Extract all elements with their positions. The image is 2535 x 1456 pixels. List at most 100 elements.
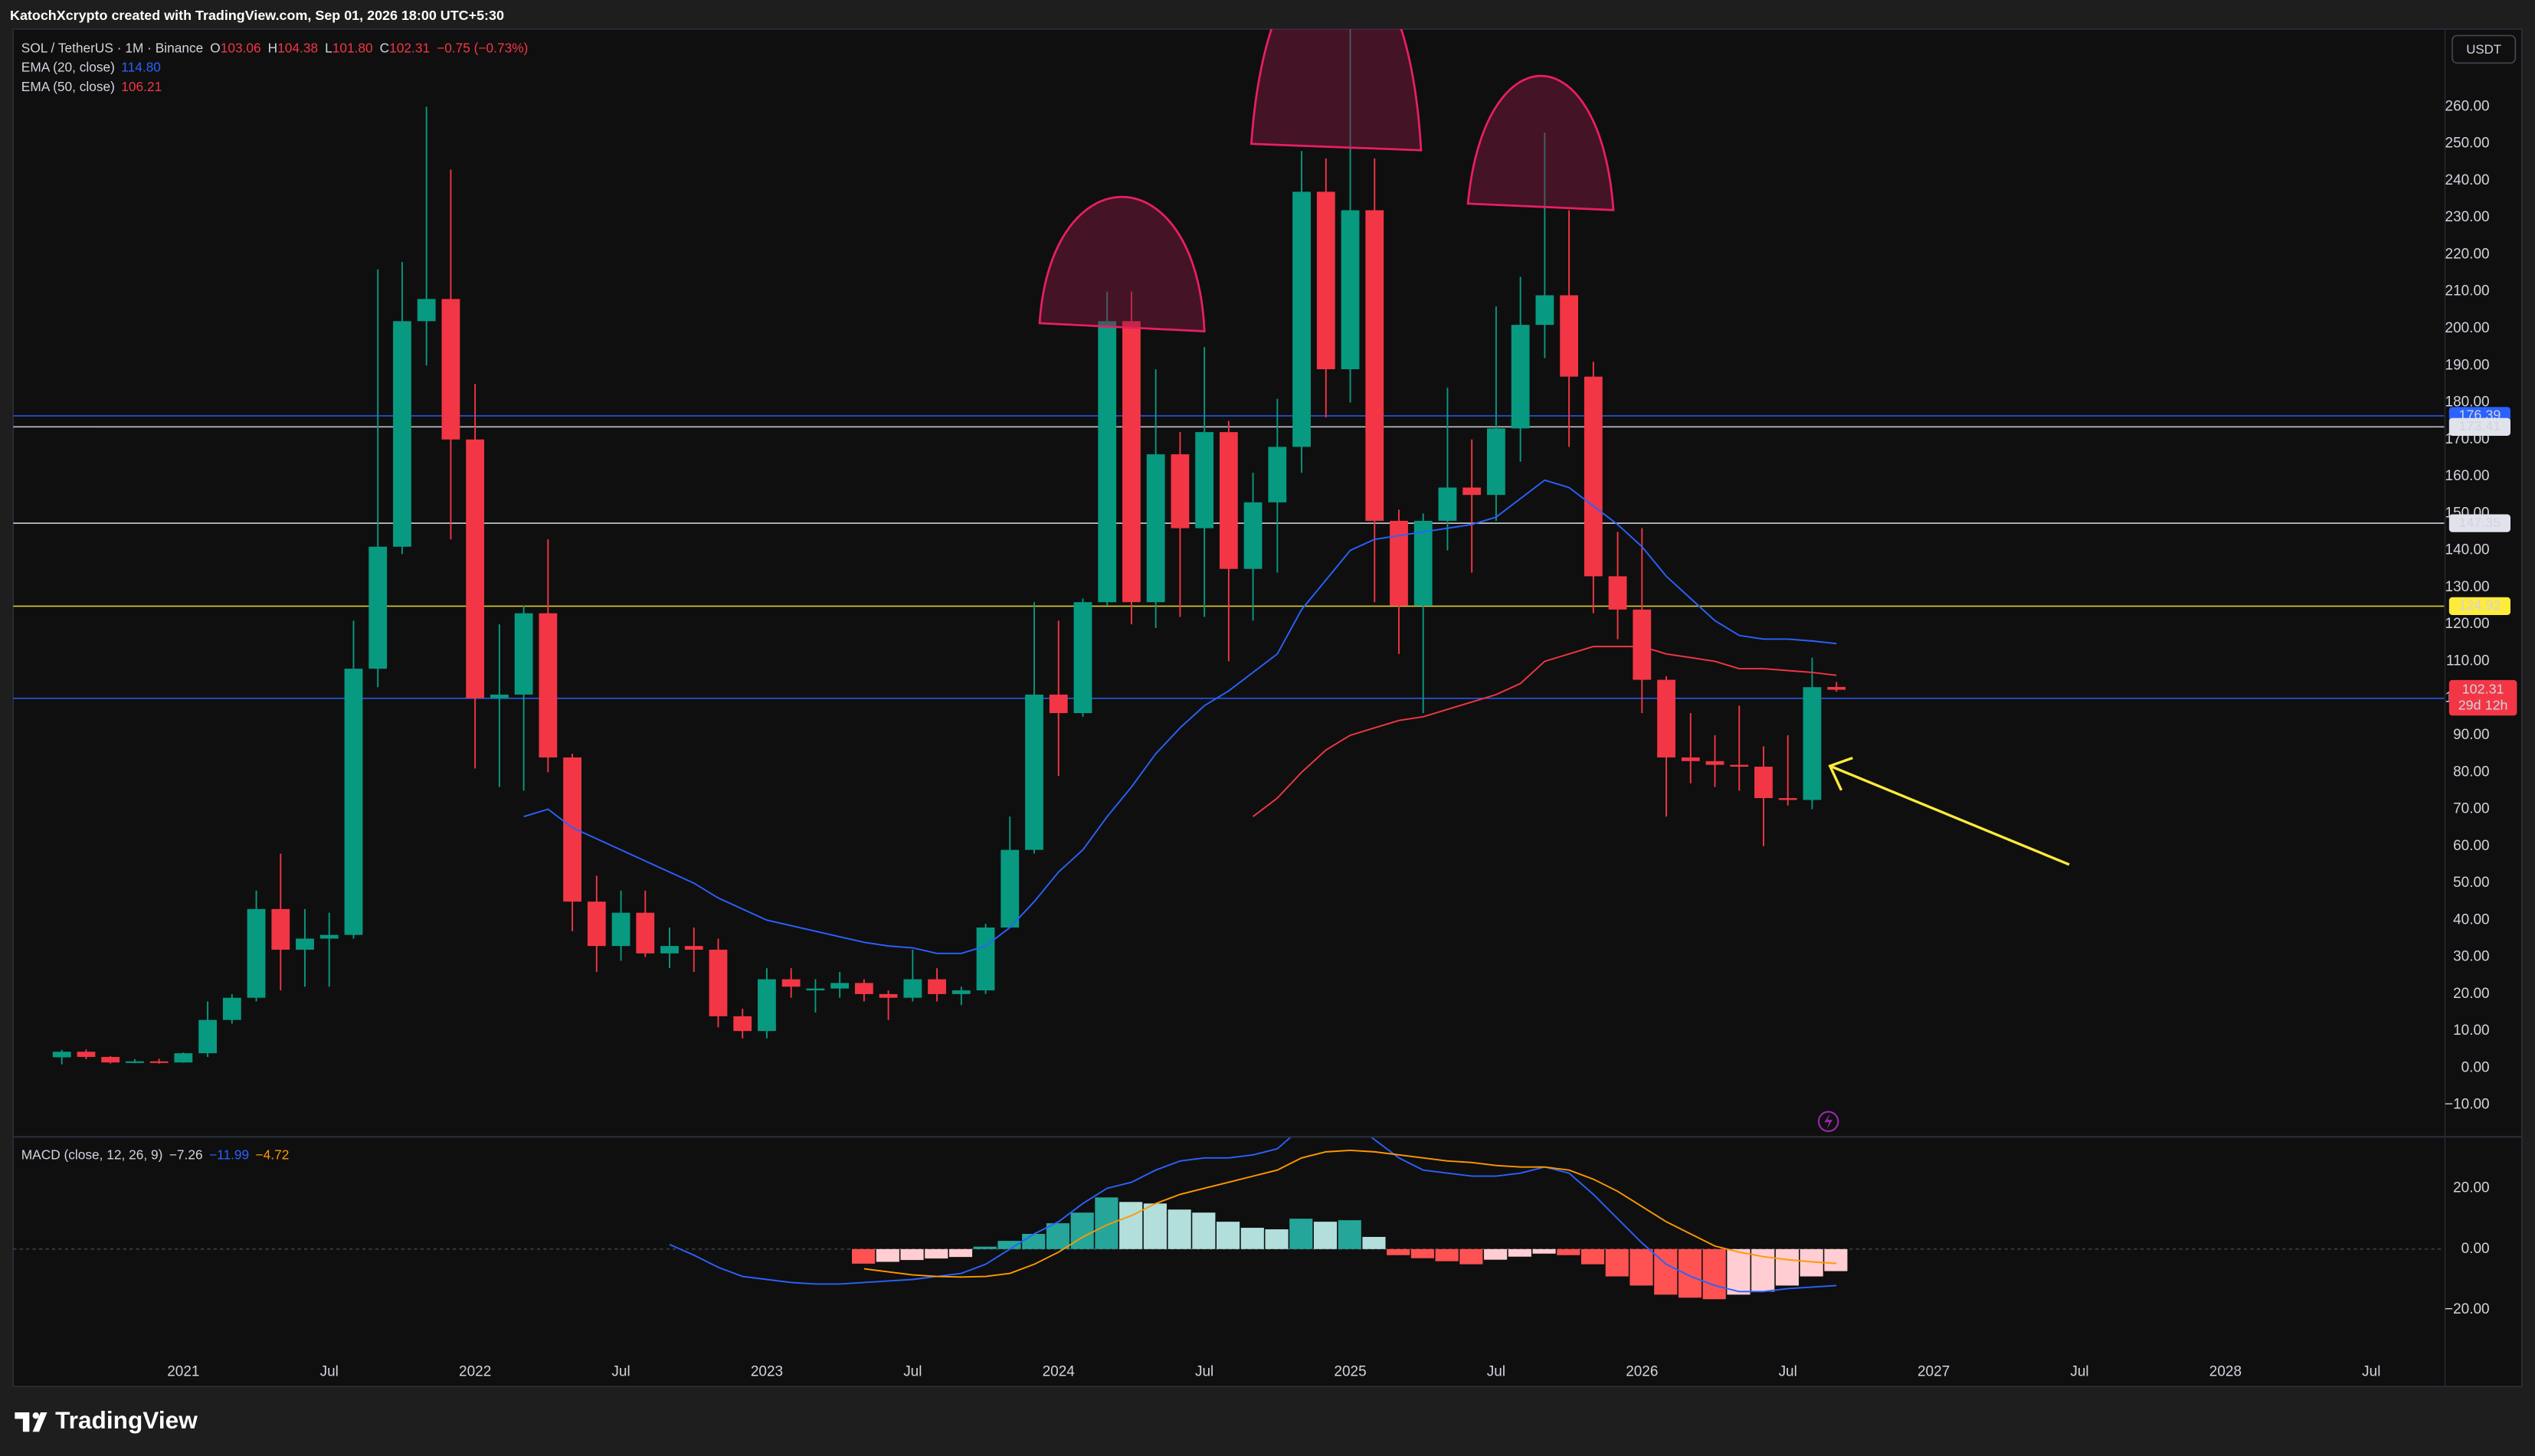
candle-body — [709, 949, 728, 1016]
histogram-bar — [1387, 1248, 1410, 1255]
candle-body — [611, 912, 630, 947]
ohlc-key: C — [380, 40, 390, 55]
x-tick-label: Jul — [1195, 1363, 1213, 1379]
candle-body — [393, 321, 411, 547]
candle-body — [77, 1052, 96, 1057]
histogram-bar — [1095, 1197, 1118, 1249]
candle-body — [1608, 576, 1627, 610]
candle-body — [101, 1056, 120, 1063]
candle-body — [539, 613, 558, 757]
y-tick-label: 10.00 — [2453, 1022, 2489, 1039]
histogram-bar — [1070, 1212, 1094, 1249]
candle-body — [125, 1061, 144, 1063]
y-tick-label: 180.00 — [2445, 394, 2490, 411]
alert-icon[interactable] — [1817, 1111, 1839, 1132]
candle-body — [1243, 502, 1263, 569]
candle-body — [198, 1019, 217, 1054]
y-tick-label: 70.00 — [2453, 801, 2489, 817]
histogram-bar — [1119, 1202, 1143, 1249]
ema-line — [1253, 646, 1837, 817]
level-label: 124.92 — [2458, 597, 2501, 613]
y-tick-label: 260.00 — [2445, 98, 2490, 114]
candle-body — [781, 979, 801, 987]
candle-body — [174, 1053, 193, 1063]
x-tick-label: Jul — [2070, 1363, 2088, 1379]
histogram-bar — [1727, 1248, 1751, 1295]
histogram-bar — [1265, 1229, 1289, 1249]
currency-button[interactable]: USDT — [2451, 34, 2517, 64]
candle-body — [1487, 428, 1505, 496]
histogram-bar — [1435, 1248, 1459, 1261]
histogram-bar — [1192, 1212, 1216, 1249]
logo-text[interactable]: TradingView — [55, 1406, 198, 1434]
candle-body — [1219, 432, 1238, 569]
candle-body — [1535, 295, 1554, 326]
candle-body — [830, 983, 850, 989]
candle-body — [1146, 454, 1165, 603]
candle-body — [1584, 376, 1603, 577]
chart-background — [12, 28, 2523, 1388]
histogram-bar — [1338, 1220, 1361, 1249]
histogram-bar — [1459, 1248, 1483, 1265]
candle-body — [1413, 520, 1433, 607]
candle-body — [684, 946, 703, 950]
histogram-bar — [1580, 1248, 1605, 1265]
x-tick-label: Jul — [903, 1363, 922, 1379]
x-tick-label: 2021 — [167, 1363, 199, 1379]
candle-body — [247, 908, 266, 998]
arrow-head — [1828, 756, 1853, 791]
x-tick-label: Jul — [1487, 1363, 1505, 1379]
y-tick-label: 240.00 — [2445, 172, 2490, 188]
y-tick-label: 160.00 — [2445, 468, 2490, 484]
macd-line — [863, 1149, 1837, 1278]
histogram-bar — [1289, 1219, 1313, 1249]
x-tick-label: 2022 — [459, 1363, 491, 1379]
candle-body — [222, 997, 241, 1020]
header-title: KatochXcrypto created with TradingView.c… — [10, 8, 504, 23]
histogram-bar — [852, 1248, 876, 1264]
macd-value: −11.99 — [209, 1147, 249, 1162]
histogram-bar — [1410, 1248, 1435, 1258]
candle-body — [1633, 609, 1652, 680]
x-tick-label: Jul — [611, 1363, 630, 1379]
arc-drawing — [1466, 74, 1615, 211]
candle-body — [1365, 210, 1384, 521]
macd-pane — [13, 1137, 2445, 1300]
x-tick-label: Jul — [2362, 1363, 2380, 1379]
alert-icon-bolt[interactable] — [1824, 1113, 1832, 1130]
currency-button-box[interactable] — [2451, 34, 2517, 64]
candle-body — [149, 1061, 169, 1063]
candle-body — [1705, 761, 1724, 765]
histogram-bar — [925, 1248, 948, 1259]
candle-body — [806, 988, 825, 991]
candle-body — [490, 694, 509, 699]
y-tick-label: −10.00 — [2445, 1097, 2490, 1113]
y-tick-label: 0.00 — [2461, 1241, 2490, 1257]
histogram-bar — [997, 1241, 1021, 1249]
y-tick-label: 120.00 — [2445, 616, 2490, 632]
x-tick-label: 2026 — [1626, 1363, 1658, 1379]
symbol: SOL / TetherUS · 1M · Binance — [21, 40, 203, 55]
logo-mark[interactable] — [15, 1412, 47, 1432]
logo-dot[interactable] — [32, 1412, 39, 1419]
ohlc-key: H — [268, 40, 278, 55]
candle-body — [854, 983, 873, 994]
candle-body — [758, 979, 776, 1032]
x-tick-label: 2028 — [2209, 1363, 2242, 1379]
footer-logo[interactable]: TradingView — [15, 1406, 198, 1434]
currency-button-label[interactable]: USDT — [2466, 42, 2501, 57]
price-label-box — [2448, 679, 2517, 716]
y-tick-label: 40.00 — [2453, 911, 2489, 928]
candle-body — [1730, 764, 1749, 767]
y-tick-label: 20.00 — [2453, 986, 2489, 1002]
candle-body — [733, 1016, 752, 1032]
change: −0.75 (−0.73%) — [437, 40, 528, 55]
histogram-bar — [1605, 1248, 1629, 1277]
candle-body — [344, 669, 363, 935]
candle-body — [1049, 694, 1068, 714]
arc-drawing — [1249, 28, 1423, 152]
candle-body — [514, 613, 533, 695]
histogram-bar — [1629, 1248, 1653, 1286]
y-tick-label: 50.00 — [2453, 875, 2489, 891]
